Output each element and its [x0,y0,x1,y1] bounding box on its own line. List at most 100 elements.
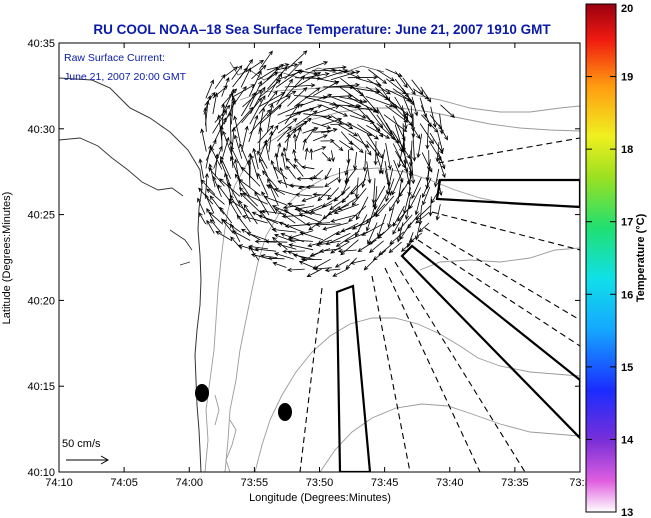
y-tick-label: 40:30 [27,124,55,136]
current-vector [311,122,332,130]
current-vector [286,267,305,272]
current-vectors [197,50,455,278]
current-vector [233,134,243,159]
colorbar-tick-label: 13 [621,507,633,518]
current-vector [352,151,358,171]
current-vector [239,142,251,170]
current-vector [247,159,252,188]
current-vector [404,196,411,220]
current-vector [233,115,241,143]
current-vector [208,167,225,187]
current-vector [388,187,405,212]
current-vector [396,178,403,205]
current-vector [384,161,391,188]
current-vector [315,240,341,247]
current-vector [320,69,349,80]
current-vector [197,197,206,215]
current-vector [233,158,241,188]
current-vector [387,204,395,229]
current-vector [221,136,230,161]
current-vector [205,194,215,214]
current-vector [337,167,342,184]
current-vector [287,250,305,259]
current-vector [425,168,430,190]
current-vector [286,132,291,151]
current-vector [369,240,384,253]
current-vector [333,203,359,215]
scale-label: 50 cm/s [62,438,101,450]
marker-2 [278,403,292,421]
current-vector [264,141,270,161]
current-vector [299,231,324,241]
current-vector [378,241,395,256]
current-vector [304,147,309,160]
current-vector [414,194,422,216]
current-vector [246,232,268,241]
current-vector [278,221,305,234]
current-vector [363,257,377,271]
current-vector [330,121,353,127]
current-vector [332,268,349,277]
current-vector [317,187,332,202]
current-vector [300,257,322,262]
current-vector [284,127,297,144]
current-vector [305,61,329,71]
current-vector [243,203,258,225]
current-vector [430,106,437,129]
current-vector [296,208,322,216]
current-vector [431,187,441,204]
current-vector [285,75,306,98]
x-tick-label: 74:00 [175,477,203,489]
current-vector [198,212,207,225]
current-vector [240,166,261,187]
current-vector [209,219,223,234]
current-vector [309,148,314,160]
current-vector [419,123,434,145]
current-vector [391,169,404,196]
current-vector [294,72,322,88]
current-vector [330,214,357,223]
current-vector [320,127,338,134]
current-vector [214,153,219,177]
current-vector [324,167,332,181]
current-vector [275,69,303,88]
current-vector [249,154,259,180]
current-vector [421,114,439,133]
current-vector [435,141,440,163]
current-vector [254,247,277,252]
current-vector [366,78,391,95]
current-vector [411,177,422,200]
current-vector [378,149,386,175]
current-vector [365,96,394,108]
current-vector [272,261,287,268]
current-vector [285,157,296,169]
current-vector [294,69,319,76]
y-tick-label: 40:15 [27,381,55,393]
current-vector [437,178,443,197]
current-vector [287,87,308,107]
current-vector [418,222,430,233]
current-vector [420,86,432,103]
annotation-line1: Raw Surface Current: [64,52,165,64]
colorbar-tick-label: 18 [621,144,633,156]
current-vector [321,117,343,126]
current-vector [230,145,243,170]
plot-area: Raw Surface Current: June 21, 2007 20:00… [58,42,581,473]
current-vector [330,241,350,254]
current-vector [385,167,394,195]
current-vector [248,59,265,71]
current-vector [251,64,267,80]
annotation-line2: June 21, 2007 20:00 GMT [64,71,187,83]
current-vector [394,96,409,120]
current-vector [209,195,225,215]
current-vector [330,70,361,81]
y-tick-label: 40:35 [27,38,55,50]
current-vector [273,187,296,196]
current-vector [320,104,349,117]
current-vector [398,176,412,198]
current-vector [210,146,223,170]
current-vector [437,152,446,170]
current-vector [258,126,263,153]
current-vector [264,239,288,244]
current-vector [241,215,268,224]
